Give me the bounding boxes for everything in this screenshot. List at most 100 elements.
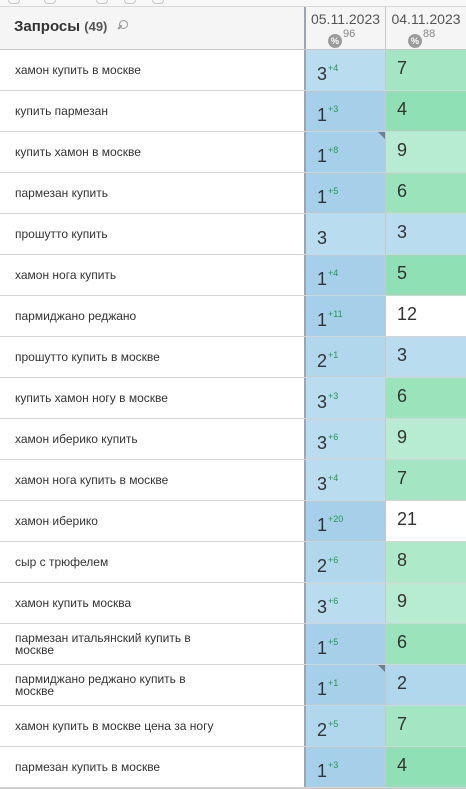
query-text[interactable]: прошутто купить <box>15 214 215 254</box>
search-icon[interactable] <box>117 20 129 32</box>
table-row[interactable]: хамон нога купить в москве 3+4 7 <box>0 460 466 501</box>
position-cell-date-1[interactable]: 1+8 <box>306 132 386 172</box>
query-text[interactable]: пармезан купить в москве <box>15 747 215 787</box>
table-row[interactable]: хамон купить в москве цена за ногу 2+5 7 <box>0 706 466 747</box>
query-text[interactable]: пармиджано реджано <box>15 296 215 336</box>
percent-icon: % <box>328 34 342 48</box>
position-cell-date-2[interactable]: 4 <box>386 747 466 787</box>
query-text[interactable]: хамон купить москва <box>15 583 215 623</box>
position-value: 7 <box>397 469 407 487</box>
position-cell-date-2[interactable]: 4 <box>386 91 466 131</box>
position-number: 7 <box>397 714 408 734</box>
position-cell-date-1[interactable]: 2+5 <box>306 706 386 746</box>
query-text[interactable]: купить хамон ногу в москве <box>15 378 215 418</box>
position-number: 1 <box>317 679 328 699</box>
position-number: 8 <box>397 550 408 570</box>
position-cell-date-1[interactable]: 2+6 <box>306 542 386 582</box>
position-cell-date-1[interactable]: 3 <box>306 214 386 254</box>
query-label: хамон иберико <box>15 514 98 528</box>
query-text[interactable]: прошутто купить в москве <box>15 337 215 377</box>
position-cell-date-1[interactable]: 3+4 <box>306 50 386 90</box>
table-row[interactable]: пармиджано реджано купить в москве 1+1 2 <box>0 665 466 706</box>
query-cell: пармезан итальянский купить в москве <box>0 624 306 664</box>
query-text[interactable]: хамон иберико <box>15 501 215 541</box>
position-cell-date-1[interactable]: 3+6 <box>306 419 386 459</box>
position-value: 6 <box>397 387 407 405</box>
query-cell: хамон иберико <box>0 501 306 541</box>
table-row[interactable]: купить хамон ногу в москве 3+3 6 <box>0 378 466 419</box>
position-cell-date-2[interactable]: 5 <box>386 255 466 295</box>
toolbar-fragment-icon <box>152 0 164 4</box>
position-number: 7 <box>397 58 408 78</box>
top-toolbar-strip <box>0 0 466 7</box>
position-cell-date-2[interactable]: 9 <box>386 132 466 172</box>
table-row[interactable]: хамон иберико 1+20 21 <box>0 501 466 542</box>
position-number: 9 <box>397 140 408 160</box>
query-text[interactable]: сыр с трюфелем <box>15 542 215 582</box>
position-cell-date-2[interactable]: 7 <box>386 50 466 90</box>
query-text[interactable]: пармезан купить <box>15 173 215 213</box>
position-cell-date-1[interactable]: 1+1 <box>306 665 386 705</box>
table-row[interactable]: хамон купить в москве 3+4 7 <box>0 50 466 91</box>
position-cell-date-1[interactable]: 1+4 <box>306 255 386 295</box>
query-text[interactable]: купить хамон в москве <box>15 132 215 172</box>
position-number: 4 <box>397 755 408 775</box>
position-cell-date-2[interactable]: 6 <box>386 624 466 664</box>
position-cell-date-2[interactable]: 7 <box>386 706 466 746</box>
table-row[interactable]: прошутто купить в москве 2+1 3 <box>0 337 466 378</box>
position-cell-date-1[interactable]: 1+3 <box>306 91 386 131</box>
position-cell-date-1[interactable]: 2+1 <box>306 337 386 377</box>
position-cell-date-2[interactable]: 9 <box>386 419 466 459</box>
position-cell-date-2[interactable]: 3 <box>386 337 466 377</box>
table-row[interactable]: хамон иберико купить 3+6 9 <box>0 419 466 460</box>
queries-column-header[interactable]: Запросы (49) <box>0 7 306 49</box>
position-cell-date-1[interactable]: 3+3 <box>306 378 386 418</box>
position-cell-date-1[interactable]: 1+5 <box>306 624 386 664</box>
date-column-header-2[interactable]: 04.11.2023 %88 <box>386 7 466 49</box>
position-cell-date-1[interactable]: 3+6 <box>306 583 386 623</box>
query-label: хамон нога купить <box>15 268 117 282</box>
position-number: 4 <box>397 99 408 119</box>
table-row[interactable]: пармиджано реджано 1+11 12 <box>0 296 466 337</box>
position-cell-date-1[interactable]: 1+20 <box>306 501 386 541</box>
position-cell-date-1[interactable]: 1+5 <box>306 173 386 213</box>
query-cell: пармиджано реджано купить в москве <box>0 665 306 705</box>
query-cell: пармезан купить <box>0 173 306 213</box>
query-text[interactable]: пармезан итальянский купить в москве <box>15 624 215 664</box>
table-row[interactable]: сыр с трюфелем 2+6 8 <box>0 542 466 583</box>
position-cell-date-2[interactable]: 21 <box>386 501 466 541</box>
position-cell-date-2[interactable]: 6 <box>386 173 466 213</box>
table-row[interactable]: прошутто купить 3 3 <box>0 214 466 255</box>
position-cell-date-2[interactable]: 6 <box>386 378 466 418</box>
position-cell-date-2[interactable]: 3 <box>386 214 466 254</box>
position-cell-date-2[interactable]: 9 <box>386 583 466 623</box>
table-row[interactable]: пармезан итальянский купить в москве 1+5 6 <box>0 624 466 665</box>
query-text[interactable]: хамон купить в москве цена за ногу <box>15 706 215 746</box>
query-text[interactable]: хамон иберико купить <box>15 419 215 459</box>
position-value: 1+8 <box>317 141 338 165</box>
toolbar-fragment-icon <box>44 0 56 4</box>
percent-value: 96 <box>343 28 356 40</box>
position-cell-date-1[interactable]: 3+4 <box>306 460 386 500</box>
position-cell-date-1[interactable]: 1+11 <box>306 296 386 336</box>
position-cell-date-2[interactable]: 12 <box>386 296 466 336</box>
position-cell-date-2[interactable]: 7 <box>386 460 466 500</box>
position-cell-date-1[interactable]: 1+3 <box>306 747 386 787</box>
query-text[interactable]: хамон нога купить <box>15 255 215 295</box>
query-cell: пармиджано реджано <box>0 296 306 336</box>
query-text[interactable]: хамон купить в москве <box>15 50 215 90</box>
table-row[interactable]: хамон нога купить 1+4 5 <box>0 255 466 296</box>
date-column-header-1[interactable]: 05.11.2023 %96 <box>306 7 386 49</box>
table-row[interactable]: пармезан купить в москве 1+3 4 <box>0 747 466 788</box>
position-cell-date-2[interactable]: 8 <box>386 542 466 582</box>
query-text[interactable]: купить пармезан <box>15 91 215 131</box>
position-value: 1+3 <box>317 756 338 780</box>
position-value: 4 <box>397 100 407 118</box>
table-row[interactable]: хамон купить москва 3+6 9 <box>0 583 466 624</box>
table-row[interactable]: пармезан купить 1+5 6 <box>0 173 466 214</box>
position-cell-date-2[interactable]: 2 <box>386 665 466 705</box>
table-row[interactable]: купить хамон в москве 1+8 9 <box>0 132 466 173</box>
query-text[interactable]: пармиджано реджано купить в москве <box>15 665 215 705</box>
table-row[interactable]: купить пармезан 1+3 4 <box>0 91 466 132</box>
query-text[interactable]: хамон нога купить в москве <box>15 460 215 500</box>
